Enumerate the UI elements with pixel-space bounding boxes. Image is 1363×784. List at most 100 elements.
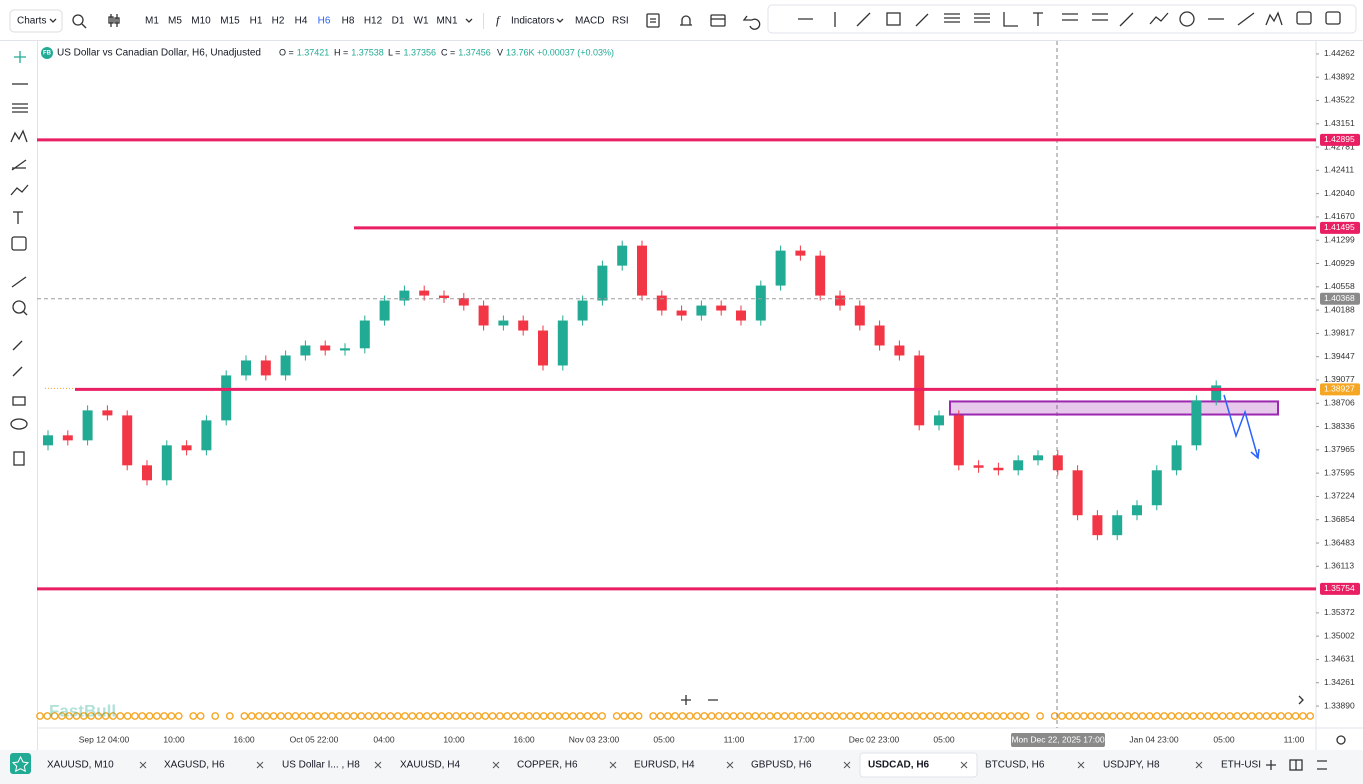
event-marker xyxy=(831,712,840,720)
tab-close[interactable] xyxy=(726,761,734,769)
event-marker xyxy=(758,712,767,720)
y-tick-label: 1.36113 xyxy=(1324,561,1354,571)
y-tick-label: 1.38706 xyxy=(1324,398,1355,408)
candle-body xyxy=(82,410,93,441)
event-marker xyxy=(79,712,88,720)
candle-body xyxy=(973,465,984,468)
left-toolbar[interactable] xyxy=(10,51,29,466)
event-marker xyxy=(313,712,322,720)
timeframe[interactable]: D1 xyxy=(392,16,405,27)
timeframe[interactable]: M10 xyxy=(191,16,211,27)
timeframe[interactable]: M1 xyxy=(145,16,159,27)
event-marker xyxy=(948,712,957,720)
event-marker xyxy=(364,712,373,720)
drawing-tools[interactable] xyxy=(798,11,1341,27)
tab[interactable]: EURUSD, H4 xyxy=(634,760,695,771)
event-marker xyxy=(620,712,628,720)
event-marker xyxy=(408,712,417,720)
event-marker xyxy=(357,712,366,720)
tab-close[interactable] xyxy=(960,761,968,769)
event-marker xyxy=(276,712,285,720)
quick-indicator[interactable]: RSI xyxy=(612,16,629,27)
event-marker xyxy=(853,712,862,720)
event-marker xyxy=(495,712,504,720)
tab[interactable]: XAUUSD, H4 xyxy=(400,760,460,771)
timeframe[interactable]: W1 xyxy=(414,16,429,27)
tab[interactable]: GBPUSD, H6 xyxy=(751,760,812,771)
tab-close[interactable] xyxy=(1195,761,1203,769)
tab[interactable]: BTCUSD, H6 xyxy=(985,760,1045,771)
event-marker xyxy=(1109,712,1118,720)
event-marker xyxy=(977,712,986,720)
tab-close[interactable] xyxy=(1077,761,1085,769)
timeframe[interactable]: H8 xyxy=(342,16,355,27)
tab[interactable]: COPPER, H6 xyxy=(517,760,578,771)
timeframe[interactable]: H4 xyxy=(295,16,308,27)
tab[interactable]: USDJPY, H8 xyxy=(1103,760,1160,771)
event-marker xyxy=(1196,712,1205,720)
favorites[interactable] xyxy=(10,753,31,774)
candle-body xyxy=(1151,470,1162,506)
event-marker xyxy=(912,712,920,720)
price-label: 1.42895 xyxy=(1324,134,1355,144)
tab[interactable]: XAUUSD, M10 xyxy=(47,760,114,771)
y-tick-label: 1.40558 xyxy=(1324,281,1355,291)
timeframe[interactable]: MN1 xyxy=(436,16,458,27)
event-marker xyxy=(1240,712,1249,720)
candle-body xyxy=(518,320,529,331)
event-marker xyxy=(130,712,139,720)
tab-close[interactable] xyxy=(609,761,617,769)
event-marker xyxy=(1218,712,1227,720)
event-marker xyxy=(751,712,760,720)
event-marker xyxy=(58,712,66,720)
tab-close[interactable] xyxy=(492,761,500,769)
tab-close[interactable] xyxy=(374,761,382,769)
timeframe[interactable]: H12 xyxy=(364,16,383,27)
event-marker xyxy=(291,712,300,720)
tab[interactable]: XAGUSD, H6 xyxy=(164,760,225,771)
timeframe[interactable]: H6 xyxy=(318,16,331,27)
search-icon[interactable] xyxy=(72,14,87,29)
zoom-controls[interactable] xyxy=(681,695,1304,705)
tab-close[interactable] xyxy=(139,761,147,769)
fx-icon: f xyxy=(496,13,501,27)
event-marker xyxy=(393,712,402,720)
charts-menu[interactable] xyxy=(9,9,63,33)
tab-close[interactable] xyxy=(256,761,264,769)
tab-close[interactable] xyxy=(843,761,851,769)
event-marker xyxy=(474,712,482,720)
timeframe[interactable]: H2 xyxy=(272,16,285,27)
event-marker xyxy=(138,712,147,720)
candle-body xyxy=(577,300,588,321)
event-marker xyxy=(839,712,847,720)
x-tick-label: 17:00 xyxy=(793,734,815,744)
event-marker xyxy=(795,712,804,720)
tab[interactable]: US Dollar I... , H8 xyxy=(282,760,360,771)
timeframe[interactable]: M15 xyxy=(220,16,240,27)
badge xyxy=(41,47,53,59)
event-marker xyxy=(598,712,606,720)
tab-actions[interactable] xyxy=(1266,735,1346,771)
timeframe[interactable]: H1 xyxy=(250,16,263,27)
indicators-button[interactable]: Indicators xyxy=(511,16,554,27)
event-marker xyxy=(817,712,825,720)
event-marker xyxy=(255,712,263,720)
event-marker xyxy=(824,712,833,720)
tab[interactable]: ETH-USI xyxy=(1221,760,1261,771)
candle-body xyxy=(161,445,172,481)
tab[interactable]: USDCAD, H6 xyxy=(868,760,930,771)
event-marker xyxy=(503,712,512,720)
y-tick-label: 1.40929 xyxy=(1324,258,1355,268)
timeframe[interactable]: M5 xyxy=(168,16,182,27)
event-marker xyxy=(802,712,811,720)
event-marker xyxy=(1094,712,1103,720)
event-marker xyxy=(963,712,971,720)
toolbar-icons[interactable] xyxy=(646,13,761,30)
event-marker xyxy=(744,712,752,720)
candle-icon[interactable] xyxy=(108,14,120,27)
event-marker xyxy=(211,712,220,720)
quick-indicator[interactable]: MACD xyxy=(575,16,604,27)
candle-body xyxy=(755,285,766,321)
event-marker xyxy=(43,712,52,720)
event-marker xyxy=(262,712,271,720)
